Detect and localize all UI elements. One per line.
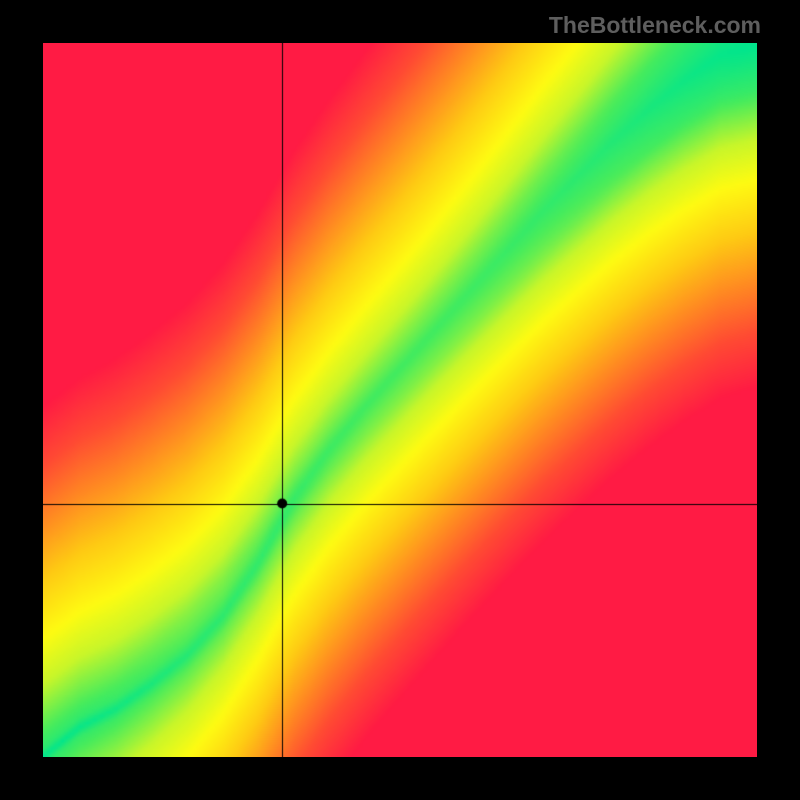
chart-container: TheBottleneck.com [0,0,800,800]
watermark-text: TheBottleneck.com [549,12,761,39]
bottleneck-heatmap [43,43,757,757]
